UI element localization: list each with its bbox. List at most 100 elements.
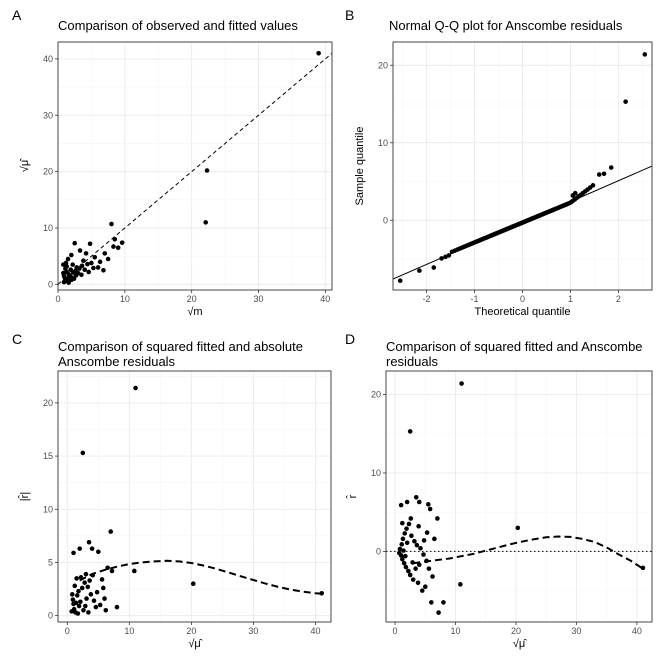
data-point (86, 610, 91, 615)
data-point (133, 385, 138, 391)
data-point (87, 578, 92, 583)
x-tick-label: 1 (568, 294, 573, 304)
panel-title: Comparison of squared fitted and Anscomb… (386, 339, 643, 354)
data-point (108, 529, 114, 534)
x-tick-label: 40 (632, 626, 642, 636)
data-point (435, 516, 440, 521)
data-point (86, 269, 92, 275)
panel-b: B Normal Q-Q plot for Anscombe residuals -… (345, 7, 653, 318)
data-point (430, 574, 435, 579)
data-point (399, 542, 405, 547)
data-point (590, 183, 596, 188)
data-point (79, 585, 85, 591)
data-point (83, 251, 89, 256)
data-point (69, 252, 74, 258)
data-point (417, 268, 422, 273)
data-point (77, 248, 83, 253)
data-point (114, 604, 120, 610)
panel-title: Normal Q-Q plot for Anscombe residuals (389, 18, 623, 33)
data-point (82, 267, 88, 273)
data-point (403, 553, 408, 559)
panel-letter: C (12, 331, 22, 347)
data-point (409, 533, 414, 539)
data-point (76, 588, 81, 594)
data-point (419, 588, 425, 593)
data-point (404, 540, 410, 546)
y-tick-label: 0 (48, 611, 53, 621)
panel-border (57, 41, 333, 291)
data-point (397, 550, 402, 556)
x-tick-label: 30 (253, 294, 263, 304)
x-axis-label: √μ̂ (188, 638, 202, 650)
data-point (623, 99, 628, 104)
data-point (102, 596, 107, 601)
y-tick-label: 20 (43, 398, 53, 408)
data-point (99, 577, 105, 582)
data-point (642, 52, 648, 57)
x-tick-label: 40 (320, 294, 330, 304)
y-tick-label: 0 (48, 279, 53, 289)
data-point (101, 267, 106, 273)
data-point (398, 502, 404, 508)
x-tick-label: 0 (520, 294, 525, 304)
data-point (443, 254, 448, 260)
data-point (204, 168, 210, 173)
data-point (94, 589, 100, 595)
data-point (458, 582, 463, 587)
plot-area (393, 52, 652, 284)
data-point (427, 506, 433, 512)
panel-d: D Comparison of squared fitted and Anscom… (345, 331, 653, 650)
panel-subtitle: Anscombe residuals (58, 354, 176, 369)
data-point (416, 524, 421, 529)
y-tick-label: 5 (48, 557, 53, 567)
data-point (459, 381, 464, 386)
data-point (61, 279, 67, 285)
data-point (441, 600, 446, 605)
x-tick-label: -2 (423, 294, 431, 304)
y-tick-label: 10 (371, 468, 381, 478)
data-point (515, 525, 521, 531)
data-point (75, 611, 81, 616)
smoothed-trend-line (413, 535, 644, 570)
data-point (426, 566, 432, 571)
data-point (73, 600, 79, 606)
data-point (70, 262, 76, 267)
data-point (65, 256, 71, 262)
data-point (112, 236, 118, 242)
data-point (92, 255, 98, 260)
data-point (132, 568, 137, 574)
y-tick-label: 20 (378, 60, 388, 70)
plot-area (69, 385, 324, 616)
data-point (436, 610, 441, 615)
data-point (82, 580, 87, 585)
data-point (316, 50, 321, 56)
data-point (72, 240, 78, 246)
x-tick-label: 20 (186, 626, 196, 636)
y-tick-label: 30 (43, 110, 53, 120)
y-tick-label: 40 (43, 54, 53, 64)
data-point (397, 278, 403, 284)
panel-letter: B (345, 7, 354, 23)
data-point (85, 584, 91, 590)
data-point (96, 549, 101, 555)
data-point (80, 450, 86, 456)
x-tick-label: 30 (248, 626, 258, 636)
data-point (105, 565, 110, 571)
data-point (72, 583, 78, 589)
data-point (422, 584, 428, 590)
y-tick-label: 0 (383, 215, 388, 225)
data-point (413, 494, 419, 500)
data-point (418, 545, 423, 551)
data-point (102, 251, 108, 256)
x-tick-label: 20 (511, 626, 521, 636)
x-axis-label: Theoretical quantile (474, 306, 570, 318)
data-point (408, 516, 414, 521)
x-tick-label: 30 (571, 626, 581, 636)
data-point (77, 546, 83, 551)
data-point (95, 265, 101, 270)
panel-letter: D (345, 331, 355, 347)
data-point (81, 608, 86, 613)
data-point (61, 262, 66, 267)
panel-c: C Comparison of squared fitted and absolu… (12, 331, 332, 650)
y-axis-label: r̂ (345, 494, 359, 499)
